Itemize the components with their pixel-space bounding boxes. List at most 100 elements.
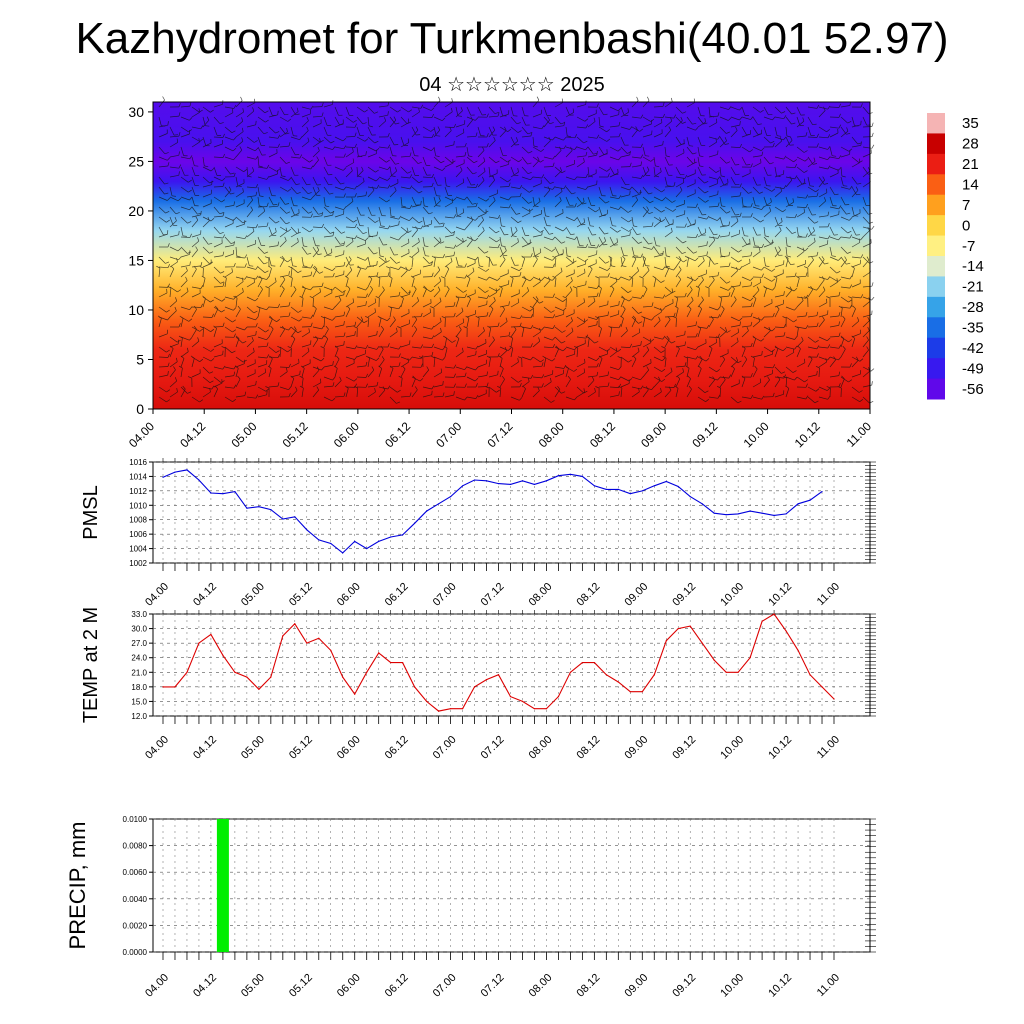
wind-barb-flag	[472, 202, 477, 205]
wind-barb-flag	[771, 268, 776, 272]
wind-barb-flag	[574, 134, 578, 138]
wind-barb-flag	[787, 245, 791, 248]
wind-barb-flag	[717, 333, 720, 338]
wind-barb	[279, 206, 287, 214]
wind-barb	[367, 302, 376, 308]
wind-barb	[807, 216, 815, 224]
wind-barb	[389, 386, 398, 393]
wind-barb	[752, 298, 757, 308]
wind-barb	[620, 126, 630, 130]
wind-barb-flag	[415, 226, 418, 231]
wind-barb-flag	[449, 126, 452, 131]
wind-barb-flag	[760, 158, 762, 163]
wind-barb	[730, 176, 736, 185]
wind-barb-flag	[266, 175, 270, 180]
wind-barb	[191, 219, 199, 228]
wind-barb-flag	[288, 386, 292, 390]
wind-barb	[158, 396, 167, 403]
wind-barb-flag	[316, 156, 319, 161]
wind-barb-flag	[317, 146, 320, 151]
wind-barb	[675, 269, 682, 278]
wind-barb	[664, 185, 675, 188]
wind-barb	[730, 106, 740, 111]
wind-barb	[521, 135, 531, 138]
wind-barb	[554, 366, 564, 369]
wind-barb	[565, 313, 575, 318]
wind-barb	[246, 282, 255, 288]
data-point	[749, 657, 751, 659]
wind-barb-flag	[633, 355, 637, 360]
wind-barb	[323, 246, 328, 256]
wind-barb-flag	[484, 290, 489, 293]
wind-barb-flag	[461, 347, 464, 352]
wind-barb	[664, 302, 674, 308]
wind-barb-flag	[559, 167, 562, 172]
wind-barb-flag	[386, 159, 390, 163]
wind-barb-flag	[750, 312, 753, 317]
y-tick-label: 1002	[129, 559, 147, 568]
wind-barb	[411, 186, 419, 194]
x-tick-label: 06.12	[383, 972, 411, 1000]
wind-barb-flag	[344, 275, 349, 279]
wind-barb-flag	[255, 120, 257, 125]
wind-barb-flag	[374, 111, 379, 114]
colorbar-swatch	[927, 337, 945, 359]
wind-barb	[631, 318, 637, 328]
wind-barb	[312, 366, 322, 371]
wind-barb-flag	[803, 208, 806, 213]
wind-barb	[620, 206, 629, 213]
wind-barb	[455, 182, 464, 188]
wind-barb	[587, 375, 597, 378]
wind-barb	[323, 146, 333, 150]
wind-barb-flag	[406, 227, 409, 232]
wind-barb	[323, 214, 333, 218]
wind-barb	[312, 176, 318, 186]
wind-barb-flag	[332, 286, 336, 291]
wind-barb	[257, 210, 266, 218]
wind-barb-flag	[252, 347, 255, 352]
wind-barb	[697, 386, 706, 393]
x-tick-label: 08.00	[527, 581, 555, 609]
wind-barb	[554, 314, 564, 318]
wind-barb	[576, 256, 585, 262]
wind-barb	[400, 106, 409, 113]
wind-barb	[598, 213, 608, 218]
wind-barb	[829, 166, 839, 171]
wind-barb	[862, 320, 870, 328]
wind-barb-flag	[387, 272, 390, 277]
wind-barb	[367, 264, 377, 268]
wind-barb-flag	[661, 219, 666, 222]
wind-barb	[620, 356, 629, 363]
wind-barb	[554, 102, 563, 108]
wind-barb-flag	[793, 288, 798, 292]
wind-barb	[521, 106, 525, 116]
y-tick-label: 0	[136, 401, 144, 417]
wind-barb	[488, 226, 497, 234]
wind-barb	[653, 296, 663, 299]
wind-barb	[345, 106, 350, 116]
wind-barb-flag	[319, 288, 321, 293]
wind-barb-flag	[175, 212, 180, 215]
wind-barb	[158, 318, 162, 328]
wind-barb-flag	[628, 228, 633, 232]
wind-barb-flag	[386, 317, 391, 321]
wind-barb	[631, 391, 640, 398]
wind-barb-flag	[239, 146, 243, 151]
wind-barb-flag	[530, 356, 534, 361]
wind-barb	[180, 358, 185, 368]
wind-barb-flag	[464, 196, 468, 201]
wind-barb-flag	[485, 268, 490, 272]
wind-barb	[642, 209, 649, 218]
wind-barb	[818, 386, 828, 391]
wind-barb-flag	[605, 261, 610, 264]
wind-barb	[840, 259, 847, 268]
wind-barb-flag	[790, 263, 795, 266]
wind-barb	[774, 278, 778, 288]
wind-barb	[180, 388, 186, 398]
wind-barb	[356, 206, 361, 216]
wind-barb	[213, 328, 217, 338]
wind-barb	[521, 356, 531, 361]
wind-barb-flag	[167, 162, 170, 167]
wind-barb	[202, 203, 212, 208]
wind-barb-flag	[795, 275, 800, 279]
